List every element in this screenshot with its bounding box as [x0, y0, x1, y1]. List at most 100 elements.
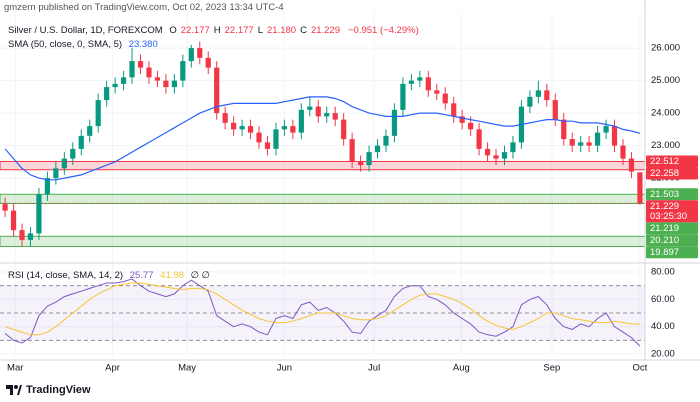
- price-tag-label: 20.210: [650, 235, 679, 246]
- candle-body: [493, 155, 499, 159]
- price-tag-label: 21.503: [650, 189, 679, 200]
- candle-body: [451, 103, 457, 117]
- candle-body: [637, 172, 643, 204]
- x-tick-label: Apr: [105, 363, 120, 374]
- ohlc-item: H 22.177: [214, 25, 254, 36]
- price-tag: [646, 155, 698, 168]
- candle-body: [527, 96, 533, 107]
- rsi-tick-label: 40.00: [651, 321, 675, 332]
- candle-body: [222, 113, 228, 123]
- candle-body: [171, 80, 177, 88]
- rsi-line: [4, 278, 641, 347]
- candle-body: [273, 129, 279, 149]
- ohlc-key: H: [213, 25, 221, 36]
- ohlc-key: O: [169, 25, 177, 36]
- candle-body: [2, 204, 8, 211]
- y-tick-label: 25.000: [651, 75, 680, 86]
- candle-body: [425, 77, 431, 91]
- candle-body: [146, 67, 152, 78]
- x-tick-label: Oct: [633, 363, 648, 374]
- candle-body: [188, 48, 194, 62]
- symbol-title: Silver / U.S. Dollar, 1D, FOREXCOM: [8, 25, 163, 36]
- candle-body: [501, 152, 508, 159]
- candle-body: [594, 132, 601, 146]
- price-tag: [646, 222, 698, 235]
- rsi-tick-label: 60.00: [651, 294, 675, 305]
- ohlc-item: −0.951 (−4.29%): [344, 25, 419, 36]
- candle-body: [383, 135, 389, 146]
- rsi-ma-value: 41.98: [160, 270, 184, 281]
- candle-body: [374, 145, 381, 153]
- candle-body: [603, 126, 609, 133]
- candle-body: [70, 148, 76, 159]
- candle-body: [256, 132, 262, 143]
- price-tag: [646, 188, 698, 201]
- rsi-value: 25.77: [129, 270, 154, 281]
- candle-body: [417, 77, 423, 81]
- candle-body: [442, 93, 448, 104]
- candle-body: [205, 57, 211, 68]
- candle-body: [27, 233, 34, 240]
- price-tag-label: 03:25:30: [650, 211, 687, 222]
- candle-body: [561, 119, 567, 140]
- rsi-extra: ∅ ∅: [190, 270, 210, 281]
- ohlc-key: L: [257, 25, 263, 36]
- ohlc-value: 22.177: [180, 25, 210, 36]
- candle-body: [298, 109, 304, 133]
- x-tick-label: May: [178, 363, 196, 374]
- candle-body: [408, 80, 414, 84]
- ohlc-value: −0.951 (−4.29%): [348, 25, 419, 36]
- sma-title: SMA (50, close, 0, SMA, 5): [8, 39, 123, 50]
- candle-body: [315, 106, 321, 117]
- candle-body: [163, 80, 169, 88]
- candle-body: [231, 122, 237, 130]
- candle-body: [476, 129, 482, 149]
- candle-body: [468, 122, 474, 130]
- price-tag: [646, 167, 698, 180]
- rsi-tick-label: 20.00: [651, 348, 675, 359]
- candle-body: [281, 126, 288, 130]
- candle-body: [290, 126, 296, 133]
- publish-note: gmzern published on TradingView.com, Oct…: [4, 2, 284, 13]
- rsi-line: [4, 282, 640, 336]
- x-tick-label: Mar: [7, 363, 23, 374]
- candle-body: [349, 139, 355, 162]
- candle-body: [366, 152, 372, 166]
- price-tag: [646, 234, 698, 247]
- candle-body: [535, 90, 541, 97]
- rsi-legend: RSI (14, close, SMA, 14, 2) 25.77 41.98 …: [8, 270, 214, 281]
- y-tick-label: 26.000: [651, 43, 680, 54]
- x-tick-label: Jul: [368, 363, 380, 374]
- candle-body: [36, 194, 42, 234]
- zone: [0, 235, 646, 247]
- ohlc-item: O 22.177: [169, 25, 209, 36]
- candle-body: [197, 48, 203, 58]
- candle-body: [264, 142, 271, 149]
- candle-body: [104, 87, 110, 101]
- price-legend: Silver / U.S. Dollar, 1D, FOREXCOM O 22.1…: [8, 25, 423, 36]
- ohlc-item: L 21.180: [258, 25, 296, 36]
- candle-body: [61, 158, 67, 169]
- candle-body: [120, 77, 127, 84]
- ohlc-value: 22.177: [224, 25, 254, 36]
- rsi-title: RSI (14, close, SMA, 14, 2): [8, 270, 124, 281]
- sma-line: [4, 96, 641, 181]
- price-tag-label: 19.897: [650, 247, 679, 258]
- candle-body: [129, 61, 135, 78]
- zone: [0, 193, 646, 205]
- candle-body: [239, 126, 245, 130]
- brand-logo: [6, 385, 22, 395]
- sma-value: 23.380: [128, 39, 158, 50]
- price-tag-label: 22.258: [650, 168, 679, 179]
- ohlc-value: 21.229: [310, 25, 340, 36]
- y-tick-label: 24.000: [651, 108, 680, 119]
- candle-body: [400, 83, 406, 110]
- candle-body: [332, 113, 338, 120]
- candle-body: [544, 90, 550, 101]
- candle-body: [53, 168, 59, 179]
- candle-body: [341, 119, 347, 140]
- x-tick-label: Aug: [453, 363, 470, 374]
- candle-body: [247, 126, 254, 133]
- candle-body: [611, 126, 618, 146]
